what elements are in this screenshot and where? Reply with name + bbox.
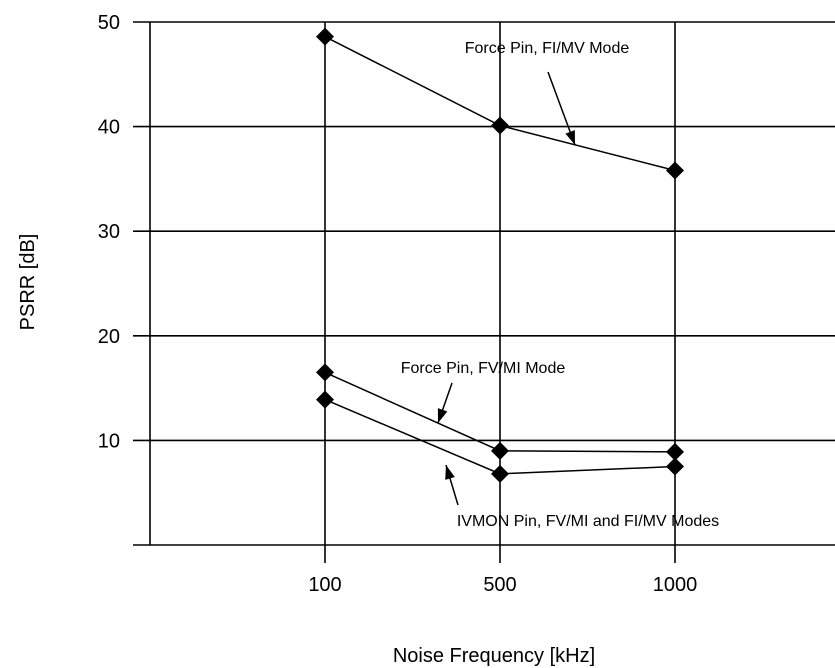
data-point-force-fv-mi (491, 441, 509, 460)
grid-lines (133, 21, 835, 563)
data-point-force-fi-mv (316, 27, 334, 46)
axes (133, 22, 835, 546)
x-tick-label: 100 (308, 574, 341, 596)
tick-labels: 10 20 30 40 50 100 500 1000 (98, 12, 698, 596)
annotation-force-fv-mi: Force Pin, FV/MI Mode (401, 360, 566, 377)
arrowhead (437, 408, 448, 423)
data-point-force-fi-mv (666, 161, 684, 180)
annotation-ivmon: IVMON Pin, FV/MI and FI/MV Modes (457, 513, 719, 530)
arrowhead (445, 465, 455, 480)
data-point-ivmon (316, 390, 334, 409)
x-tick-label: 500 (483, 574, 516, 596)
y-tick-label: 50 (98, 12, 120, 34)
data-series (316, 27, 684, 483)
annotation-force-fi-mv: Force Pin, FI/MV Mode (465, 40, 630, 57)
y-axis-title: PSRR [dB] (17, 234, 39, 331)
data-point-ivmon (666, 457, 684, 476)
y-tick-label: 10 (98, 430, 120, 452)
y-tick-label: 20 (98, 326, 120, 348)
annotations: Force Pin, FI/MV Mode Force Pin, FV/MI Mo… (401, 40, 719, 530)
y-tick-label: 30 (98, 221, 120, 243)
y-tick-label: 40 (98, 117, 120, 139)
arrowhead (565, 130, 575, 145)
x-axis-title: Noise Frequency [kHz] (393, 645, 595, 667)
data-point-ivmon (491, 464, 509, 483)
data-point-force-fv-mi (666, 442, 684, 461)
data-point-force-fi-mv (491, 116, 509, 135)
x-tick-label: 1000 (653, 574, 698, 596)
data-point-force-fv-mi (316, 363, 334, 382)
